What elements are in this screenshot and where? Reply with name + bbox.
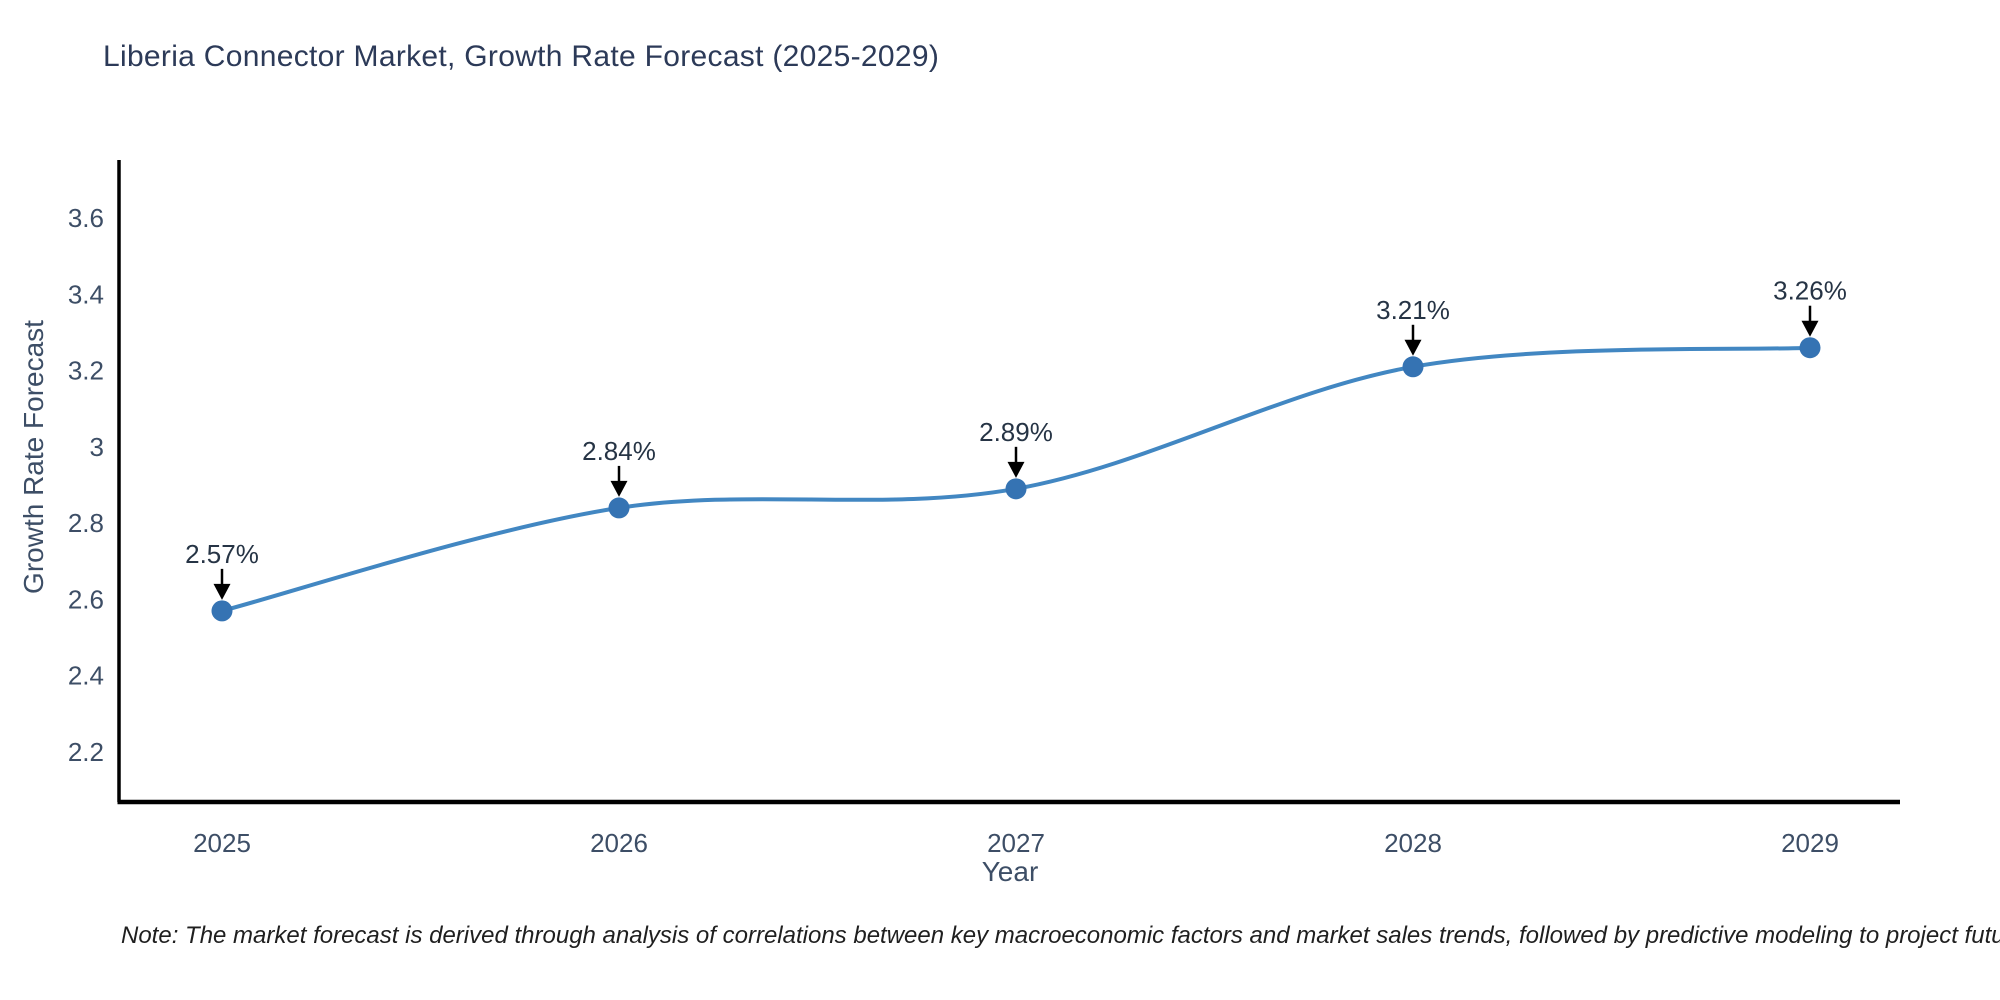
data-point-marker-2025 xyxy=(211,600,233,622)
data-point-marker-2027 xyxy=(1005,478,1027,500)
annotation-arrowhead-icon xyxy=(610,480,628,497)
data-point-marker-2028 xyxy=(1402,356,1424,378)
annotation-label-2026: 2.84% xyxy=(582,436,656,466)
x-tick-label: 2028 xyxy=(1384,828,1442,858)
y-tick-label: 2.4 xyxy=(68,661,104,691)
x-tick-label: 2026 xyxy=(590,828,648,858)
annotation-arrowhead-icon xyxy=(1404,339,1422,356)
y-tick-label: 2.8 xyxy=(68,508,104,538)
annotation-label-2028: 3.21% xyxy=(1376,295,1450,325)
x-tick-label: 2025 xyxy=(193,828,251,858)
data-point-marker-2029 xyxy=(1799,337,1821,359)
x-axis-title: Year xyxy=(981,856,1039,887)
y-tick-label: 2.6 xyxy=(68,584,104,614)
x-tick-label: 2029 xyxy=(1781,828,1839,858)
annotation-arrowhead-icon xyxy=(1801,320,1819,337)
y-tick-label: 3.4 xyxy=(68,279,104,309)
annotation-arrowhead-icon xyxy=(1007,461,1025,478)
y-tick-label: 3 xyxy=(90,432,104,462)
annotation-label-2029: 3.26% xyxy=(1773,276,1847,306)
chart-note: Note: The market forecast is derived thr… xyxy=(121,922,2000,949)
data-point-marker-2026 xyxy=(608,497,630,519)
chart-title: Liberia Connector Market, Growth Rate Fo… xyxy=(103,40,940,73)
y-tick-label: 2.2 xyxy=(68,737,104,767)
y-tick-label: 3.2 xyxy=(68,356,104,386)
annotation-label-2027: 2.89% xyxy=(979,417,1053,447)
y-tick-label: 3.6 xyxy=(68,203,104,233)
annotation-label-2025: 2.57% xyxy=(185,539,259,569)
x-tick-label: 2027 xyxy=(987,828,1045,858)
annotation-arrowhead-icon xyxy=(213,583,231,600)
y-axis-title: Growth Rate Forecast xyxy=(18,320,49,594)
